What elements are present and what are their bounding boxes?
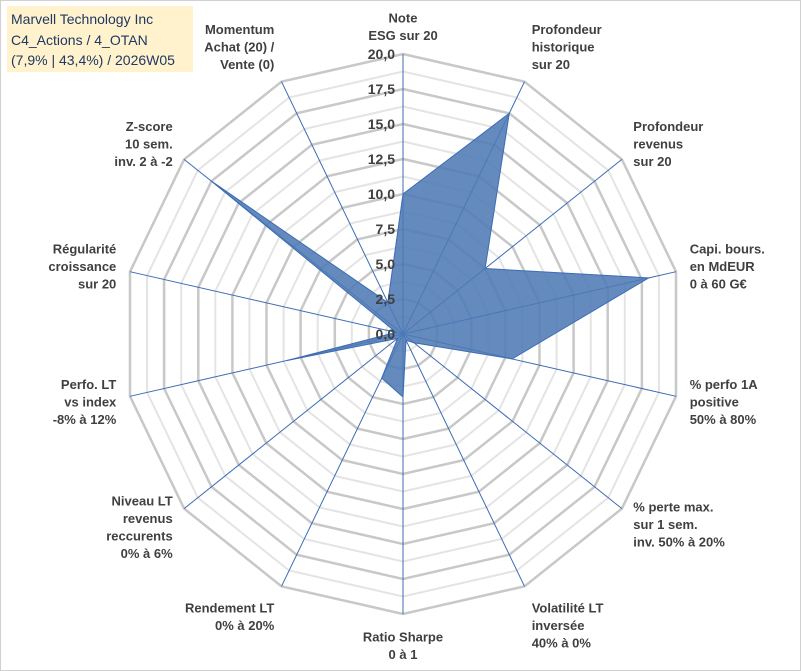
category-label-line: Niveau LT	[112, 494, 173, 509]
category-label: Rendement LT 0% à 20%	[185, 601, 275, 634]
category-label-line: Achat (20) /	[204, 39, 274, 54]
category-label: Ratio Sharpe 0 à 1	[363, 630, 443, 663]
category-label-line: sur 20	[633, 154, 671, 169]
category-label-line: inv. 50% à 20%	[633, 535, 725, 550]
category-label-line: Volatilité LT	[532, 601, 604, 616]
radial-tick-label: 20,0	[368, 46, 395, 62]
radial-tick-label: 0,0	[376, 326, 396, 342]
category-label: Capi. bours. en MdEUR 0 à 60 G€	[690, 241, 765, 291]
category-label-line: 50% à 80%	[690, 412, 757, 427]
radial-tick-label: 7,5	[376, 221, 396, 237]
category-label-line: -8% à 12%	[53, 412, 117, 427]
category-label-line: sur 1 sem.	[633, 517, 697, 532]
category-label-line: % perte max.	[633, 500, 713, 515]
category-label: Perfo. LT vs index -8% à 12%	[53, 377, 117, 427]
category-label: Z-score 10 sem. inv. 2 à -2	[114, 119, 172, 169]
radial-tick-label: 15,0	[368, 116, 395, 132]
category-label-line: 10 sem.	[125, 137, 173, 152]
category-label-line: Profondeur	[532, 22, 602, 37]
category-label-line: Profondeur	[633, 119, 703, 134]
radial-tick-label: 2,5	[376, 291, 396, 307]
category-label-line: revenus	[123, 511, 173, 526]
axis-spoke	[402, 333, 525, 587]
axis-spoke	[183, 333, 404, 509]
category-label-line: 0 à 60 G€	[690, 276, 747, 291]
category-label-line: inv. 2 à -2	[114, 154, 172, 169]
category-label-line: Momentum	[205, 22, 274, 37]
category-label-line: Z-score	[126, 119, 173, 134]
portfolio-category: C4_Actions / 4_OTAN	[11, 31, 148, 48]
category-label-line: croissance	[48, 259, 116, 274]
axis-spoke	[129, 271, 404, 335]
radial-tick-label: 10,0	[368, 186, 395, 202]
category-label-line: historique	[532, 39, 595, 54]
category-label-line: ESG sur 20	[368, 28, 437, 43]
category-label-line: 0 à 1	[389, 647, 418, 662]
category-label: Profondeur historique sur 20	[532, 22, 602, 72]
series-area	[211, 112, 651, 399]
category-label: Niveau LT revenus reccurents 0% à 6%	[106, 494, 173, 562]
category-label-line: Perfo. LT	[61, 377, 116, 392]
category-label-line: en MdEUR	[690, 259, 756, 274]
company-name: Marvell Technology Inc	[11, 11, 154, 27]
radial-tick-label: 12,5	[368, 151, 395, 167]
category-label-line: % perfo 1A	[690, 377, 759, 392]
category-label-line: inversée	[532, 618, 585, 633]
radial-tick-label: 17,5	[368, 81, 395, 97]
category-label-line: vs index	[64, 395, 117, 410]
axis-spoke	[281, 81, 404, 335]
stats-period: (7,9% | 43,4%) / 2026W05	[11, 52, 175, 68]
category-label-line: Rendement LT	[185, 601, 274, 616]
category-label-line: 0% à 6%	[121, 546, 173, 561]
category-label: Momentum Achat (20) / Vente (0)	[204, 22, 274, 72]
category-label: % perfo 1A positive 50% à 80%	[690, 377, 759, 427]
category-label: Régularité croissance sur 20	[48, 241, 116, 291]
category-label-line: positive	[690, 395, 739, 410]
category-label-line: revenus	[633, 137, 683, 152]
category-label-line: Capi. bours.	[690, 241, 765, 256]
radial-tick-label: 5,0	[376, 256, 396, 272]
category-label-line: Ratio Sharpe	[363, 630, 443, 645]
category-label: % perte max. sur 1 sem. inv. 50% à 20%	[633, 500, 725, 550]
chart-title-box: Marvell Technology Inc C4_Actions / 4_OT…	[7, 6, 193, 72]
category-label: Profondeur revenus sur 20	[633, 119, 703, 169]
axis-spoke	[402, 333, 623, 509]
category-label: Volatilité LT inversée 40% à 0%	[532, 601, 604, 651]
category-label-line: sur 20	[78, 276, 116, 291]
category-label-line: sur 20	[532, 57, 570, 72]
category-label: Note ESG sur 20	[368, 11, 437, 44]
category-label-line: 40% à 0%	[532, 636, 592, 651]
category-label-line: 0% à 20%	[215, 618, 275, 633]
category-label-line: Régularité	[53, 241, 117, 256]
category-label-line: Note	[389, 11, 418, 26]
category-label-line: Vente (0)	[220, 57, 274, 72]
category-label-line: reccurents	[106, 529, 172, 544]
